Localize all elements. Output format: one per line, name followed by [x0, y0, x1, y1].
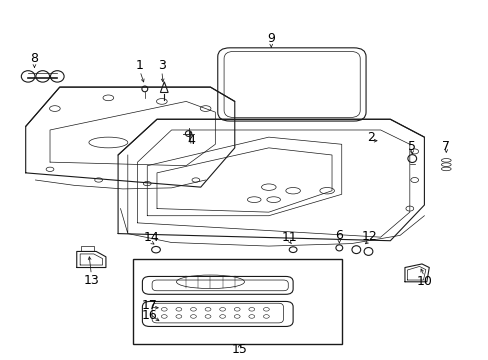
Text: 17: 17 — [142, 299, 157, 312]
Text: 9: 9 — [267, 32, 275, 45]
Text: 16: 16 — [142, 309, 157, 322]
Text: 4: 4 — [187, 134, 195, 147]
Text: 12: 12 — [361, 230, 377, 243]
Text: 14: 14 — [143, 231, 159, 244]
Text: 1: 1 — [136, 59, 143, 72]
Text: 13: 13 — [83, 274, 99, 287]
Text: 3: 3 — [158, 59, 165, 72]
Text: 15: 15 — [231, 343, 247, 356]
Text: 7: 7 — [441, 140, 449, 153]
Text: 8: 8 — [30, 52, 39, 65]
Text: 11: 11 — [281, 231, 297, 244]
Text: 2: 2 — [366, 131, 374, 144]
Text: 6: 6 — [335, 229, 343, 242]
Text: 10: 10 — [416, 275, 431, 288]
Text: 5: 5 — [407, 140, 415, 153]
Bar — [132, 258, 341, 344]
